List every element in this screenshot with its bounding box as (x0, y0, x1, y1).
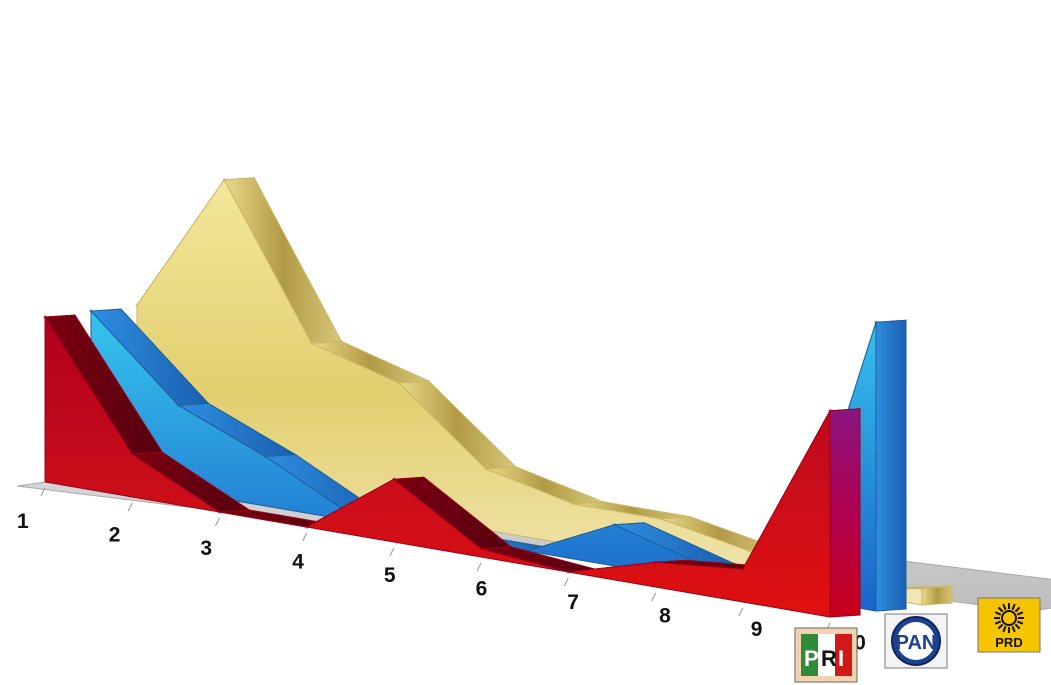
series-pri-area (44, 315, 831, 618)
svg-text:I: I (838, 646, 844, 671)
data-point-pan-1 (89, 309, 93, 313)
data-point-pan-10 (874, 320, 878, 324)
data-point-prd-8 (746, 548, 750, 552)
tick-mark (127, 502, 133, 512)
legend-logos: P R I PAN PRD (794, 597, 1041, 683)
logo-pan: PAN (884, 613, 948, 669)
data-point-prd-2 (222, 178, 226, 182)
series-pri-end-cap (829, 408, 861, 618)
tick-label-1: 1 (17, 510, 29, 533)
series-prd-end-cap (921, 585, 953, 606)
data-point-pri-3 (217, 510, 221, 514)
tick-label-7: 7 (567, 591, 579, 614)
tick-mark (214, 517, 220, 527)
logo-prd: PRD (977, 597, 1041, 653)
tick-mark (738, 607, 744, 617)
data-point-pri-4 (305, 525, 309, 529)
tick-label-5: 5 (384, 564, 396, 587)
data-point-pan-2 (176, 403, 180, 407)
tick-mark (302, 532, 308, 542)
data-point-pri-7 (566, 570, 570, 574)
data-point-pri-9 (741, 567, 745, 571)
data-point-prd-4 (397, 381, 401, 385)
data-point-pri-6 (479, 547, 483, 551)
series-pan-end-cap (875, 319, 907, 612)
data-point-pri-10 (828, 409, 832, 413)
svg-text:R: R (821, 646, 837, 671)
data-point-prd-1 (135, 303, 139, 307)
data-point-prd-7 (658, 517, 662, 521)
tick-label-9: 9 (751, 618, 763, 641)
tick-mark (651, 592, 657, 602)
tick-mark (476, 562, 482, 572)
svg-text:PAN: PAN (896, 632, 937, 654)
tick-label-4: 4 (292, 551, 304, 574)
series-pri (43, 314, 861, 618)
tick-mark (389, 547, 395, 557)
data-point-pri-8 (654, 560, 658, 564)
series-layer (43, 177, 953, 618)
tick-mark (563, 577, 569, 587)
tick-mark (40, 487, 46, 497)
svg-text:PRD: PRD (995, 635, 1022, 650)
data-point-prd-5 (484, 467, 488, 471)
data-point-pan-3 (263, 455, 267, 458)
tick-label-6: 6 (476, 578, 488, 601)
svg-text:P: P (804, 646, 819, 671)
data-point-pri-1 (43, 315, 47, 319)
data-point-pan-7 (612, 523, 616, 527)
tick-label-8: 8 (659, 605, 671, 628)
tick-label-2: 2 (109, 524, 121, 547)
data-point-prd-10 (920, 587, 924, 590)
data-point-prd-6 (571, 502, 575, 506)
data-point-pri-5 (392, 477, 396, 481)
data-point-prd-3 (309, 341, 313, 345)
tick-label-3: 3 (200, 537, 212, 560)
data-point-pri-2 (130, 452, 134, 456)
